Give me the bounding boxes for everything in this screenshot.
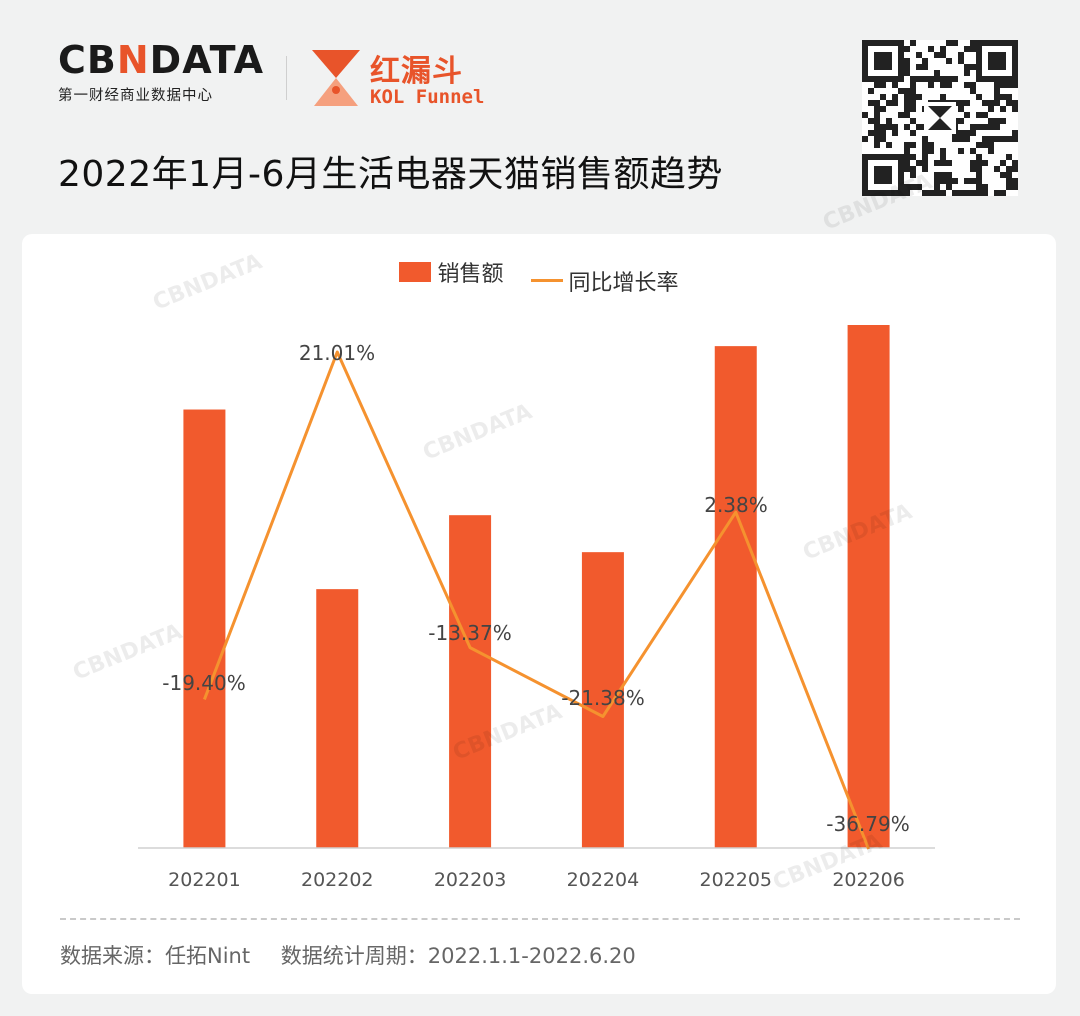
funnel-icon xyxy=(312,50,360,106)
growth-data-label: 21.01% xyxy=(299,341,375,365)
funnel-name-en: KOL Funnel xyxy=(370,86,485,108)
bar xyxy=(714,346,757,848)
logo-divider xyxy=(286,56,287,100)
cbndata-wordmark: CBNDATA xyxy=(58,38,265,82)
legend-label-sales: 销售额 xyxy=(437,262,504,287)
x-tick-label: 202205 xyxy=(699,869,772,891)
chart-legend: 销售额 同比增长率 xyxy=(22,256,1056,297)
x-tick-label: 202203 xyxy=(434,869,507,891)
growth-data-label: 2.38% xyxy=(704,493,768,517)
growth-data-label: -13.37% xyxy=(428,621,511,645)
cbndata-subtitle: 第一财经商业数据中心 xyxy=(58,88,213,104)
legend-item-growth: 同比增长率 xyxy=(530,265,679,297)
footer: 数据来源：任拓Nint 数据统计周期：2022.1.1-2022.6.20 xyxy=(60,940,660,970)
bar xyxy=(581,552,624,848)
cbndata-logo: CBNDATA 第一财经商业数据中心 xyxy=(58,38,264,105)
page-title: 2022年1月-6月生活电器天猫销售额趋势 xyxy=(58,154,723,195)
growth-data-label: -21.38% xyxy=(561,686,644,710)
x-tick-label: 202201 xyxy=(168,869,241,891)
qr-code-icon xyxy=(862,40,1018,196)
legend-swatch-line xyxy=(530,279,563,282)
legend-label-growth: 同比增长率 xyxy=(568,270,679,296)
data-period: 数据统计周期：2022.1.1-2022.6.20 xyxy=(280,944,636,968)
header: CBNDATA 第一财经商业数据中心 红漏斗 KOL Funnel 2022年1… xyxy=(0,0,1080,230)
growth-data-label: -36.79% xyxy=(826,812,909,836)
x-tick-label: 202204 xyxy=(567,869,640,891)
x-tick-label: 202202 xyxy=(301,869,374,891)
legend-item-sales: 销售额 xyxy=(399,256,504,288)
legend-swatch-bar xyxy=(399,262,432,282)
x-tick-label: 202206 xyxy=(832,869,905,891)
growth-data-label: -19.40% xyxy=(162,671,245,695)
footer-divider xyxy=(60,918,1020,920)
data-source: 数据来源：任拓Nint xyxy=(60,944,251,968)
bar xyxy=(847,325,890,848)
growth-line xyxy=(203,350,870,850)
bar xyxy=(183,409,226,848)
bar xyxy=(449,515,492,848)
bar xyxy=(316,589,359,848)
funnel-name-cn: 红漏斗 xyxy=(370,54,463,89)
